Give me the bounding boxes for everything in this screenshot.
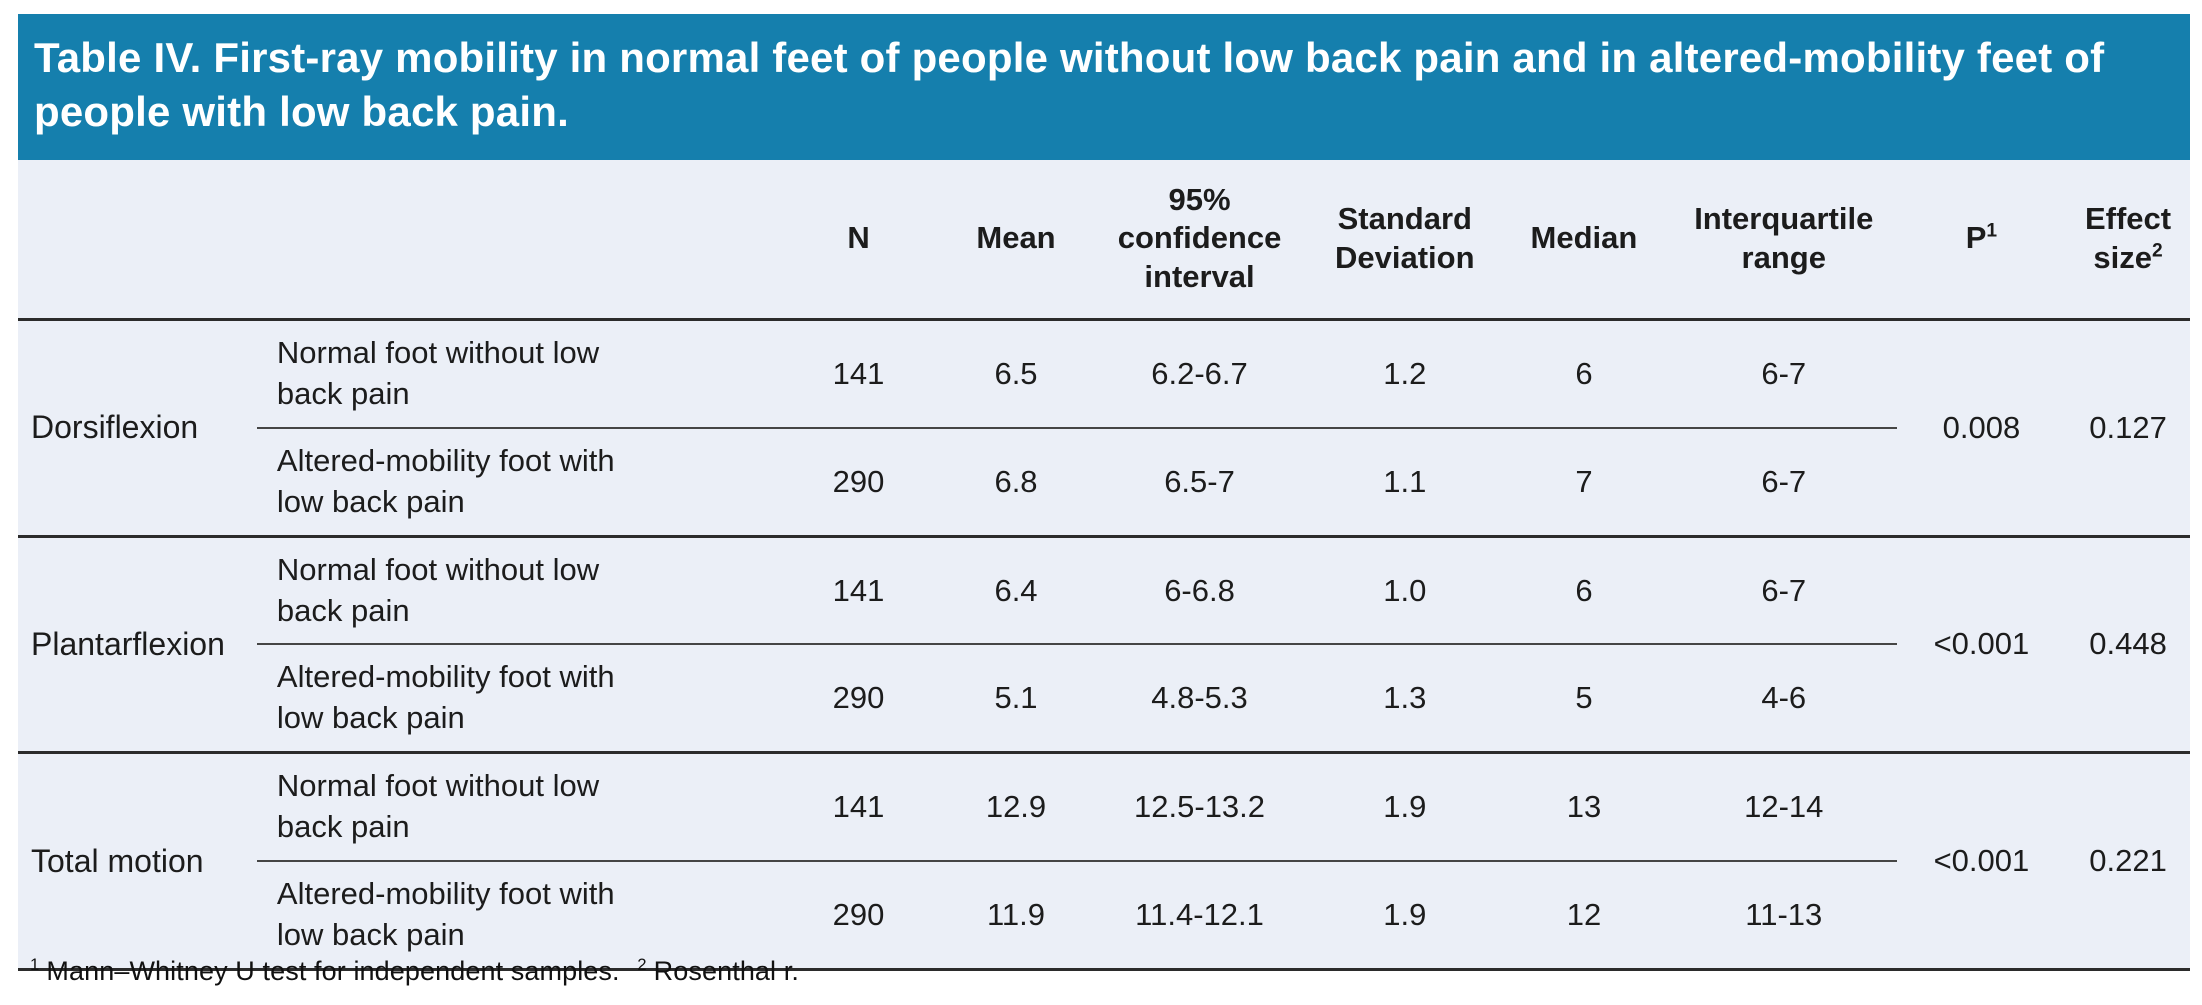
sd-value: 1.9 [1312,860,1498,970]
median-value: 7 [1497,426,1671,537]
mean-value: 6.4 [945,534,1087,645]
sd-value: 1.2 [1312,317,1498,428]
mean-value: 6.8 [945,426,1087,537]
col-header-n: N [771,159,946,321]
p-superscript: 1 [1986,221,1998,243]
sd-value: 1.1 [1312,426,1498,537]
median-value: 5 [1497,643,1671,753]
ci-value: 4.8-5.3 [1086,643,1313,753]
table-row: Altered-mobility foot with low back pain… [18,860,2190,970]
footnote-marker-2: 2 [637,955,647,974]
p-value: <0.001 [1896,751,2067,970]
ci-value: 11.4-12.1 [1086,860,1313,970]
sd-value: 1.9 [1312,751,1498,862]
mean-value: 6.5 [945,317,1087,428]
footnote-marker-1: 1 [30,955,40,974]
col-header-subgroup [256,159,772,321]
group-label: Plantarflexion [18,534,257,753]
iqr-value: 11-13 [1670,860,1897,970]
ci-value: 12.5-13.2 [1086,751,1313,862]
iqr-value: 12-14 [1670,751,1897,862]
effect-size-superscript: 2 [2152,240,2163,262]
col-header-median: Median [1497,159,1671,321]
first-ray-mobility-table: N Mean 95% confidence interval Standard … [18,159,2190,971]
n-value: 290 [771,860,946,970]
effect-size-value: 0.221 [2066,751,2190,970]
subgroup-label: Altered-mobility foot with low back pain [256,860,772,970]
n-value: 141 [771,534,946,645]
col-header-group [18,159,257,321]
col-header-mean: Mean [945,159,1087,321]
iqr-value: 6-7 [1670,534,1897,645]
ci-value: 6.2-6.7 [1086,317,1313,428]
table-row: Altered-mobility foot with low back pain… [18,426,2190,537]
n-value: 290 [771,643,946,753]
n-value: 290 [771,426,946,537]
mean-value: 12.9 [945,751,1087,862]
mean-value: 5.1 [945,643,1087,753]
n-value: 141 [771,317,946,428]
group-label: Total motion [18,751,257,970]
subgroup-label: Normal foot without low back pain [256,751,772,862]
header-row: N Mean 95% confidence interval Standard … [18,159,2190,321]
ci-value: 6.5-7 [1086,426,1313,537]
median-value: 6 [1497,317,1671,428]
n-value: 141 [771,751,946,862]
subgroup-label: Altered-mobility foot with low back pain [256,643,772,753]
iqr-value: 6-7 [1670,426,1897,537]
table-row: Plantarflexion Normal foot without low b… [18,534,2190,753]
iqr-value: 6-7 [1670,317,1897,428]
p-value: 0.008 [1896,318,2067,537]
table-row: Dorsiflexion Normal foot without low bac… [18,317,2190,537]
effect-size-value: 0.127 [2066,318,2190,537]
table-row: Total motion Normal foot without low bac… [18,751,2190,970]
p-value: <0.001 [1896,534,2067,753]
col-header-p: P1 [1896,159,2067,321]
sd-value: 1.3 [1312,643,1498,753]
footnote-text-2: Rosenthal r. [653,956,799,986]
subgroup-label: Normal foot without low back pain [256,317,772,428]
col-header-effect-size: Effect size2 [2066,159,2190,321]
col-header-sd: Standard Deviation [1312,159,1498,321]
subgroup-label: Altered-mobility foot with low back pain [256,426,772,537]
mean-value: 11.9 [945,860,1087,970]
footnote: 1 Mann–Whitney U test for independent sam… [30,956,809,987]
table-row: Altered-mobility foot with low back pain… [18,643,2190,753]
iqr-value: 4-6 [1670,643,1897,753]
table-title-bar: Table IV. First-ray mobility in normal f… [18,14,2190,160]
sd-value: 1.0 [1312,534,1498,645]
col-header-iqr: Interquartile range [1670,159,1897,321]
median-value: 6 [1497,534,1671,645]
median-value: 13 [1497,751,1671,862]
table-title: Table IV. First-ray mobility in normal f… [34,34,2105,135]
group-label: Dorsiflexion [18,318,257,537]
median-value: 12 [1497,860,1671,970]
col-header-ci: 95% confidence interval [1086,159,1313,321]
table-card: Table IV. First-ray mobility in normal f… [18,14,2190,971]
ci-value: 6-6.8 [1086,534,1313,645]
subgroup-label: Normal foot without low back pain [256,534,772,645]
footnote-text-1: Mann–Whitney U test for independent samp… [46,956,620,986]
effect-size-value: 0.448 [2066,534,2190,753]
